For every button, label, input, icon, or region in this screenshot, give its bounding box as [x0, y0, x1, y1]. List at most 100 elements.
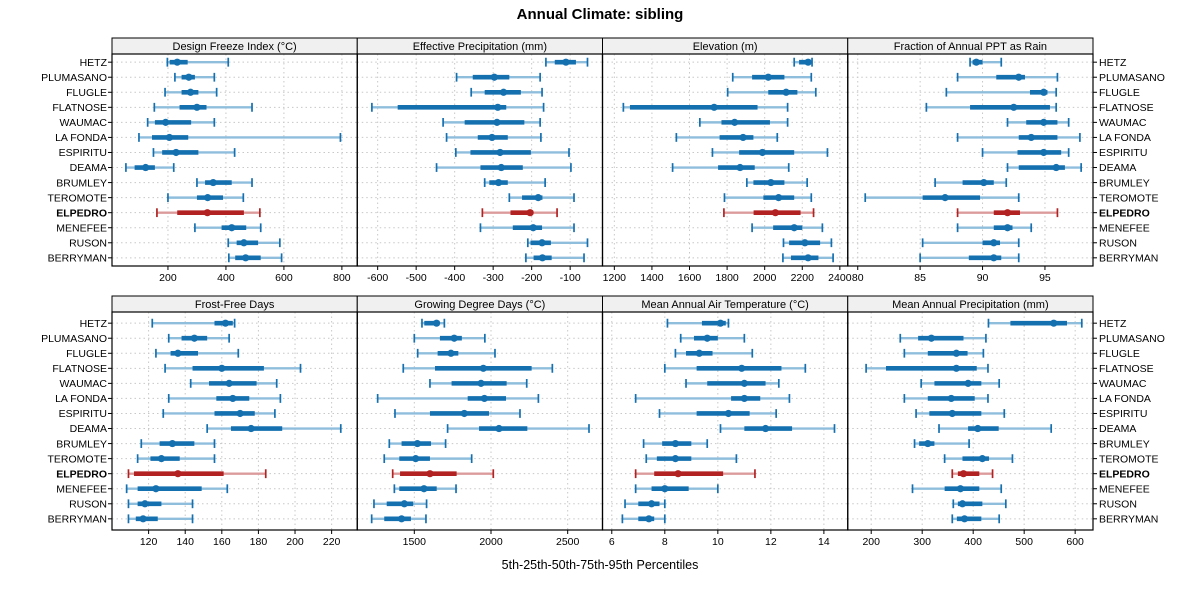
median-dot	[221, 319, 230, 327]
station-label-right-teromote: TEROMOTE	[1099, 192, 1159, 204]
median-dot	[497, 163, 505, 172]
station-label-left-teromote: TEROMOTE	[48, 453, 108, 465]
median-dot	[941, 194, 949, 202]
percentile-bar-teromote	[943, 454, 1014, 464]
percentile-bar-waumac	[1006, 117, 1070, 127]
panel-border	[356, 311, 604, 531]
median-dot	[186, 88, 195, 96]
percentile-bar-menefee	[479, 223, 575, 233]
median-dot	[671, 455, 680, 463]
x-tick-label: 160	[213, 536, 231, 548]
median-dot	[771, 209, 779, 217]
median-dot	[218, 364, 226, 372]
median-dot	[958, 500, 967, 508]
station-label-left-flugle: FLUGLE	[66, 348, 107, 360]
panel-border	[111, 53, 358, 267]
panel-frost-free-days: Frost-Free Days 120 140 160 180 200 220	[111, 295, 358, 548]
percentile-bar-ruson	[526, 238, 589, 248]
percentile-bar-brumley	[483, 178, 546, 187]
percentile-bar-ruson	[624, 499, 666, 509]
median-dot	[764, 73, 772, 81]
panel-border	[847, 311, 1094, 531]
median-dot	[412, 455, 420, 463]
percentile-bar-flatnose	[925, 102, 1058, 112]
median-dot	[152, 485, 160, 493]
panel-strip-title: Elevation (m)	[693, 41, 758, 53]
median-dot	[450, 334, 458, 342]
x-tick-label: 800	[333, 272, 351, 284]
median-dot	[426, 470, 434, 478]
station-label-left-brumley: BRUMLEY	[56, 438, 107, 450]
station-label-left-flugle: FLUGLE	[66, 87, 107, 99]
percentile-bar-waumac	[698, 117, 789, 127]
station-label-left-berryman: BERRYMAN	[48, 514, 107, 526]
x-tick-label: 120	[140, 536, 158, 548]
median-dot	[767, 178, 775, 187]
percentile-bar-flugle	[726, 87, 817, 97]
percentile-bar-plumasano	[413, 333, 486, 343]
percentile-bar-hetz	[166, 57, 230, 67]
station-label-left-plumasano: PLUMASANO	[41, 72, 107, 84]
percentile-bar-la-fonda	[167, 394, 282, 403]
median-dot	[740, 394, 748, 403]
station-label-right-brumley: BRUMLEY	[1099, 438, 1150, 450]
median-dot	[974, 424, 982, 433]
median-dot	[240, 239, 248, 247]
percentile-bar-deama	[446, 424, 590, 433]
median-dot	[782, 88, 790, 96]
percentile-bar-espiritu	[915, 409, 1006, 418]
median-dot	[562, 58, 570, 66]
percentile-bar-la-fonda	[376, 394, 540, 403]
percentile-bar-teromote	[645, 454, 738, 464]
percentile-bar-flatnose	[865, 363, 989, 373]
panel-strip-title: Design Freeze Index (°C)	[173, 41, 297, 53]
median-dot	[157, 455, 166, 463]
panel-strip-title: Fraction of Annual PPT as Rain	[894, 41, 1047, 53]
median-dot	[432, 319, 441, 327]
percentile-bar-flatnose	[153, 102, 253, 112]
percentile-bar-teromote	[864, 193, 1020, 203]
station-label-right-waumac: WAUMAC	[1099, 378, 1147, 390]
median-dot	[168, 439, 176, 448]
station-label-right-flugle: FLUGLE	[1099, 348, 1140, 360]
median-dot	[247, 424, 255, 433]
percentile-bar-deama	[719, 424, 836, 433]
station-label-left-menefee: MENEFEE	[56, 483, 107, 495]
percentile-bar-espiritu	[658, 409, 778, 418]
median-dot	[499, 88, 508, 96]
median-dot	[804, 58, 812, 66]
percentile-bar-la-fonda	[634, 394, 791, 403]
panel-strip-title: Effective Precipitation (mm)	[413, 41, 547, 53]
panel-strip-title: Mean Annual Precipitation (mm)	[892, 299, 1049, 311]
median-dot	[695, 349, 703, 357]
panel-elevation-m: Elevation (m) 1200 1400 1600 1800 2000 2200 240…	[601, 37, 852, 284]
percentile-bar-flugle	[164, 87, 218, 97]
percentile-bar-espiritu	[981, 148, 1070, 157]
median-dot	[774, 194, 783, 202]
median-dot	[165, 133, 173, 142]
percentile-bar-ruson	[782, 238, 833, 248]
percentile-bar-brumley	[934, 178, 1008, 187]
station-label-left-brumley: BRUMLEY	[56, 177, 107, 189]
percentile-bar-hetz	[666, 318, 730, 328]
percentile-bar-teromote	[167, 193, 245, 203]
median-dot	[661, 485, 669, 493]
percentile-bar-la-fonda	[903, 394, 989, 403]
median-dot	[804, 254, 812, 262]
x-tick-label: 10	[712, 536, 724, 548]
station-label-left-waumac: WAUMAC	[60, 378, 108, 390]
station-label-left-espiritu: ESPIRITU	[59, 147, 107, 159]
percentile-bar-hetz	[151, 318, 236, 328]
percentile-bar-flugle	[903, 348, 985, 358]
median-dot	[790, 224, 798, 232]
x-tick-label: 200	[862, 536, 880, 548]
median-dot	[990, 239, 998, 247]
percentile-bar-la-fonda	[675, 133, 779, 142]
station-label-right-deama: DEAMA	[1099, 423, 1136, 435]
median-dot	[674, 470, 682, 478]
panel-effective-precipitation-mm: Effective Precipitation (mm) -600 -500 -400…	[356, 37, 604, 284]
percentile-bar-teromote	[136, 454, 216, 464]
percentile-bar-espiritu	[454, 148, 570, 157]
median-dot	[952, 349, 960, 357]
station-label-right-deama: DEAMA	[1099, 162, 1136, 174]
